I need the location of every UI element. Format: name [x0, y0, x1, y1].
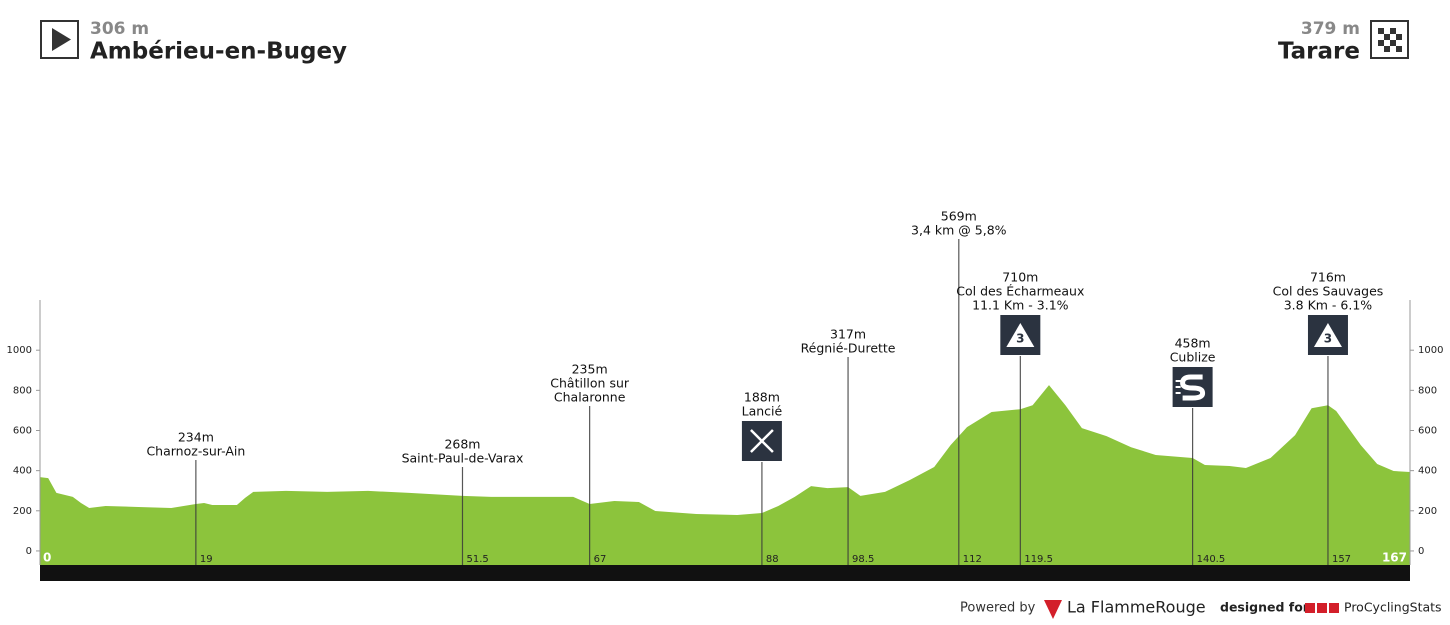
- marker-elevation: 268m: [444, 437, 480, 452]
- km-label: 140.5: [1197, 554, 1226, 565]
- marker-label: Cublize: [1170, 350, 1216, 365]
- designed-for: designed for: [1220, 600, 1310, 615]
- marker-label: Col des Écharmeaux: [956, 284, 1084, 299]
- y-tick-label: 0: [1418, 546, 1424, 557]
- km-label: 88: [766, 554, 779, 565]
- sprint-s: [1180, 374, 1206, 401]
- marker-label: 3.8 Km - 6.1%: [1284, 298, 1373, 313]
- marker-label: Chalaronne: [554, 390, 626, 405]
- start-icon: [40, 20, 79, 59]
- site: ProCyclingStats: [1344, 600, 1442, 615]
- y-tick-label: 400: [1418, 466, 1437, 477]
- marker-label: Saint-Paul-de-Varax: [402, 451, 524, 466]
- marker-label: Col des Sauvages: [1273, 284, 1384, 299]
- marker-elevation: 716m: [1310, 270, 1346, 285]
- finish-name: Tarare: [1278, 39, 1360, 65]
- marker-elevation: 569m: [941, 209, 977, 224]
- km-label: 112: [963, 554, 982, 565]
- y-tick-label: 600: [13, 425, 32, 436]
- powered-by: Powered by: [960, 601, 1036, 616]
- feed-knife: [750, 429, 774, 453]
- x-tick-label: 0: [43, 551, 51, 565]
- km-label: 19: [200, 554, 213, 565]
- marker-label: Charnoz-sur-Ain: [146, 444, 245, 459]
- marker-elevation: 710m: [1002, 270, 1038, 285]
- kom-icon: 3: [1000, 315, 1041, 355]
- y-tick-label: 0: [26, 546, 32, 557]
- marker-label: Châtillon sur: [550, 376, 630, 391]
- y-tick-label: 400: [13, 466, 32, 477]
- marker-elevation: 317m: [830, 327, 866, 342]
- feed-icon: [741, 421, 782, 461]
- kom-icon: 3: [1307, 315, 1348, 355]
- brand: La FlammeRouge: [1067, 598, 1206, 617]
- y-tick-label: 600: [1418, 425, 1437, 436]
- marker-label: Lancié: [742, 404, 783, 419]
- y-tick-label: 1000: [7, 345, 32, 356]
- start-elevation: 306 m: [90, 19, 149, 39]
- km-label: 119.5: [1024, 554, 1053, 565]
- x-tick-label: 167: [1382, 551, 1407, 565]
- km-label: 98.5: [852, 554, 874, 565]
- marker-elevation: 234m: [178, 430, 214, 445]
- marker-elevation: 235m: [572, 362, 608, 377]
- kom-mountain: [1006, 323, 1035, 347]
- marker-elevation: 458m: [1175, 336, 1211, 351]
- finish-elevation: 379 m: [1301, 19, 1360, 39]
- flamme-logo: [1044, 600, 1062, 619]
- y-tick-label: 200: [1418, 506, 1437, 517]
- kom-category: 3: [1324, 332, 1332, 346]
- km-label: 157: [1332, 554, 1351, 565]
- marker-label: 11.1 Km - 3.1%: [972, 298, 1069, 313]
- marker-elevation: 188m: [744, 390, 780, 405]
- marker-label: Régnié-Durette: [801, 341, 896, 356]
- elevation-area: [40, 385, 1410, 565]
- y-tick-label: 1000: [1418, 345, 1443, 356]
- start-name: Ambérieu-en-Bugey: [90, 39, 347, 65]
- finish-icon: [1370, 20, 1409, 59]
- y-tick-label: 200: [13, 506, 32, 517]
- distance-bar: [40, 565, 1410, 581]
- marker-label: 3,4 km @ 5,8%: [911, 223, 1007, 238]
- kom-category: 3: [1016, 332, 1024, 346]
- kom-mountain: [1313, 323, 1342, 347]
- sprint-icon: [1172, 367, 1213, 407]
- y-tick-label: 800: [1418, 385, 1437, 396]
- y-tick-label: 800: [13, 385, 32, 396]
- pcs-logo: [1305, 603, 1339, 613]
- km-label: 51.5: [466, 554, 488, 565]
- km-label: 67: [594, 554, 607, 565]
